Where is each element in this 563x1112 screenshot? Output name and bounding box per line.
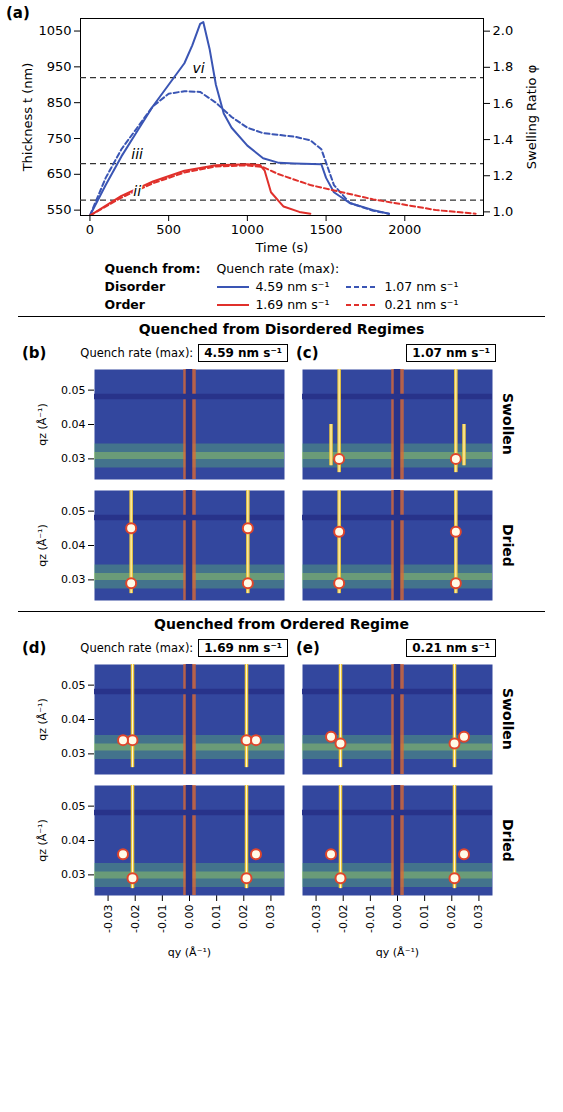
html-text:Swollen: Swollen (500, 688, 516, 750)
html-text:1.07 nm s⁻¹: 1.07 nm s⁻¹ (384, 279, 459, 294)
svg-text:0.00: 0.00 (391, 905, 404, 930)
svg-text:qz (Å⁻¹): qz (Å⁻¹) (36, 819, 49, 862)
svg-text:vi: vi (192, 60, 204, 76)
html-text:Dried: Dried (500, 818, 516, 862)
svg-text:qy (Å⁻¹): qy (Å⁻¹) (168, 946, 211, 959)
svg-text:0.04: 0.04 (61, 834, 86, 847)
svg-text:1.2: 1.2 (493, 168, 514, 183)
svg-text:0.02: 0.02 (237, 905, 250, 930)
html-text:Quenched from Ordered Regime: Quenched from Ordered Regime (154, 616, 409, 632)
svg-text:-0.03: -0.03 (102, 905, 115, 933)
svg-text:0.03: 0.03 (61, 573, 86, 586)
svg-text:2.0: 2.0 (493, 23, 514, 38)
svg-text:0.05: 0.05 (61, 679, 86, 692)
svg-text:1.4: 1.4 (493, 132, 514, 147)
html-text:Disorder: Disorder (104, 279, 166, 294)
svg-text:0.05: 0.05 (61, 800, 86, 813)
svg-text:0.05: 0.05 (61, 384, 86, 397)
svg-text:0.05: 0.05 (61, 505, 86, 518)
svg-text:0.04: 0.04 (61, 713, 86, 726)
svg-text:750: 750 (47, 131, 72, 146)
svg-text:-0.02: -0.02 (337, 905, 350, 933)
svg-text:2000: 2000 (388, 222, 421, 237)
svg-text:0.03: 0.03 (61, 747, 86, 760)
html-text:1.69 nm s⁻¹: 1.69 nm s⁻¹ (204, 641, 282, 655)
svg-text:1000: 1000 (231, 222, 264, 237)
html-text:0.21 nm s⁻¹: 0.21 nm s⁻¹ (384, 297, 459, 312)
html-text:Quench rate (max):: Quench rate (max): (80, 346, 194, 360)
svg-text:950: 950 (47, 59, 72, 74)
svg-text:-0.01: -0.01 (364, 905, 377, 933)
svg-text:0.00: 0.00 (183, 905, 196, 930)
svg-text:-0.02: -0.02 (129, 905, 142, 933)
svg-text:550: 550 (47, 202, 72, 217)
svg-text:qz (Å⁻¹): qz (Å⁻¹) (36, 524, 49, 567)
html-text:0.21 nm s⁻¹: 0.21 nm s⁻¹ (412, 641, 490, 655)
html-text:Swollen: Swollen (500, 393, 516, 455)
svg-text:1050: 1050 (38, 23, 71, 38)
svg-text:0.04: 0.04 (61, 418, 86, 431)
svg-text:650: 650 (47, 166, 72, 181)
html-text:(d): (d) (22, 639, 47, 657)
svg-text:Thickness t (nm): Thickness t (nm) (20, 63, 35, 173)
html-text:Dried: Dried (500, 523, 516, 567)
svg-text:Swelling Ratio φ: Swelling Ratio φ (524, 65, 539, 169)
html-text:Quench rate (max):: Quench rate (max): (216, 261, 340, 276)
svg-text:iii: iii (131, 146, 143, 162)
html-text:(b): (b) (22, 344, 47, 362)
svg-text:1.6: 1.6 (493, 96, 514, 111)
svg-text:-0.03: -0.03 (310, 905, 323, 933)
html-text:(e): (e) (296, 639, 320, 657)
svg-text:ii: ii (133, 183, 141, 199)
svg-text:0: 0 (86, 222, 94, 237)
svg-text:0.01: 0.01 (210, 905, 223, 930)
svg-text:0.03: 0.03 (472, 905, 485, 930)
svg-text:1500: 1500 (310, 222, 343, 237)
svg-text:1.0: 1.0 (493, 204, 514, 219)
svg-text:0.04: 0.04 (61, 539, 86, 552)
svg-text:Time (s): Time (s) (255, 240, 309, 255)
svg-text:0.03: 0.03 (264, 905, 277, 930)
html-text:4.59 nm s⁻¹: 4.59 nm s⁻¹ (204, 346, 282, 360)
svg-text:0.01: 0.01 (418, 905, 431, 930)
svg-text:850: 850 (47, 95, 72, 110)
html-text:(a): (a) (6, 4, 30, 22)
html-text:1.07 nm s⁻¹: 1.07 nm s⁻¹ (412, 346, 490, 360)
html-text:Order: Order (104, 297, 145, 312)
html-text:Quench rate (max):: Quench rate (max): (80, 641, 194, 655)
svg-text:0.03: 0.03 (61, 452, 86, 465)
svg-text:500: 500 (156, 222, 181, 237)
html-text:Quenched from Disordered Regim: Quenched from Disordered Regimes (138, 321, 425, 337)
svg-text:1.8: 1.8 (493, 59, 514, 74)
svg-text:qz (Å⁻¹): qz (Å⁻¹) (36, 698, 49, 741)
html-text:4.59 nm s⁻¹: 4.59 nm s⁻¹ (255, 279, 330, 294)
svg-text:qz (Å⁻¹): qz (Å⁻¹) (36, 403, 49, 446)
html-text:1.69 nm s⁻¹: 1.69 nm s⁻¹ (255, 297, 330, 312)
svg-text:-0.01: -0.01 (156, 905, 169, 933)
html-text:Quench from:: Quench from: (104, 261, 201, 276)
svg-text:0.03: 0.03 (61, 868, 86, 881)
svg-text:0.02: 0.02 (445, 905, 458, 930)
html-text:(c): (c) (296, 344, 319, 362)
svg-text:qy (Å⁻¹): qy (Å⁻¹) (376, 946, 419, 959)
